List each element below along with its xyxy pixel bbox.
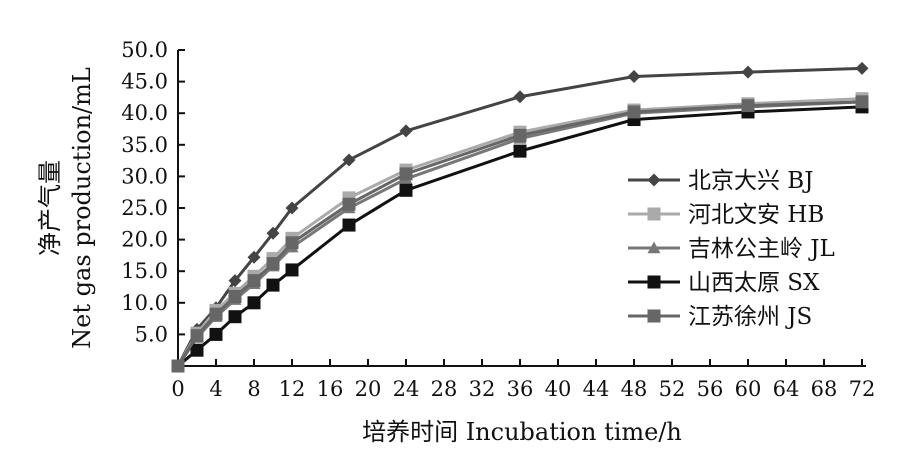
legend-label: 河北文安 HB bbox=[688, 202, 824, 228]
x-tick-label: 32 bbox=[469, 377, 496, 401]
data-point bbox=[171, 359, 185, 373]
data-point bbox=[285, 201, 299, 215]
data-point bbox=[513, 128, 527, 142]
x-tick-label: 64 bbox=[773, 377, 800, 401]
legend-item: 江苏徐州 JS bbox=[628, 304, 812, 330]
legend-item: 北京大兴 BJ bbox=[628, 168, 813, 194]
x-tick-label: 44 bbox=[583, 377, 610, 401]
legend-marker bbox=[647, 275, 661, 289]
x-ticks: 0 4 8 12 16 20 24 28 32 36 40 44 48 52 56 60 64 68 72 bbox=[171, 359, 875, 401]
y-tick-label: 45.0 bbox=[121, 70, 168, 94]
legend-marker bbox=[647, 207, 661, 221]
data-point bbox=[228, 274, 242, 288]
data-point bbox=[209, 327, 223, 341]
x-tick-label: 40 bbox=[545, 377, 572, 401]
data-point bbox=[855, 61, 869, 75]
series-layer bbox=[171, 61, 869, 373]
x-tick-label: 60 bbox=[735, 377, 762, 401]
series-4 bbox=[171, 95, 869, 373]
x-tick-label: 16 bbox=[317, 377, 344, 401]
x-tick-label: 4 bbox=[209, 377, 222, 401]
x-tick-label: 36 bbox=[507, 377, 534, 401]
x-tick-label: 20 bbox=[355, 377, 382, 401]
data-point bbox=[266, 257, 280, 271]
x-axis-title: 培养时间 Incubation time/h bbox=[362, 418, 682, 446]
y-axis-title: 净产气量 Net gas production/mL bbox=[36, 67, 96, 349]
data-point bbox=[342, 218, 356, 232]
x-tick-label: 0 bbox=[171, 377, 184, 401]
legend-label: 吉林公主岭 JL bbox=[688, 236, 835, 262]
data-point bbox=[627, 105, 641, 119]
y-axis-title-cn: 净产气量 bbox=[36, 160, 64, 256]
data-point bbox=[741, 65, 755, 79]
legend-label: 江苏徐州 JS bbox=[688, 304, 812, 330]
data-point bbox=[266, 226, 280, 240]
data-point bbox=[342, 153, 356, 167]
data-point bbox=[741, 99, 755, 113]
data-point bbox=[285, 236, 299, 250]
legend-marker bbox=[647, 241, 661, 254]
data-point bbox=[342, 197, 356, 211]
x-tick-label: 56 bbox=[697, 377, 724, 401]
legend-marker bbox=[647, 173, 661, 187]
data-point bbox=[190, 329, 204, 343]
data-point bbox=[627, 70, 641, 84]
legend-item: 河北文安 HB bbox=[628, 202, 824, 228]
x-tick-label: 72 bbox=[849, 377, 876, 401]
data-point bbox=[247, 296, 261, 310]
data-point bbox=[247, 250, 261, 264]
y-tick-label: 40.0 bbox=[121, 101, 168, 125]
y-tick-label: 10.0 bbox=[121, 291, 168, 315]
data-point bbox=[209, 307, 223, 321]
data-point bbox=[247, 274, 261, 288]
x-tick-label: 28 bbox=[431, 377, 458, 401]
legend-label: 山西太原 SX bbox=[688, 270, 820, 296]
x-tick-label: 12 bbox=[279, 377, 306, 401]
y-tick-label: 25.0 bbox=[121, 196, 168, 220]
data-point bbox=[399, 167, 413, 181]
y-axis-title-en: Net gas production/mL bbox=[68, 67, 96, 349]
legend-item: 吉林公主岭 JL bbox=[628, 236, 835, 262]
x-tick-label: 52 bbox=[659, 377, 686, 401]
data-point bbox=[513, 90, 527, 104]
data-point bbox=[190, 343, 204, 357]
legend-item: 山西太原 SX bbox=[628, 270, 820, 296]
data-point bbox=[228, 310, 242, 324]
y-tick-label: 15.0 bbox=[121, 259, 168, 283]
y-tick-label: 20.0 bbox=[121, 228, 168, 252]
y-tick-label: 5.0 bbox=[135, 322, 168, 346]
data-point bbox=[855, 95, 869, 109]
x-tick-label: 8 bbox=[247, 377, 260, 401]
data-point bbox=[228, 289, 242, 303]
legend: 北京大兴 BJ 河北文安 HB 吉林公主岭 JL 山西太原 SX 江苏徐州 JS bbox=[628, 168, 835, 330]
data-point bbox=[399, 124, 413, 138]
data-point bbox=[399, 183, 413, 197]
legend-label: 北京大兴 BJ bbox=[688, 168, 813, 194]
data-point bbox=[285, 263, 299, 277]
data-point bbox=[266, 278, 280, 292]
x-tick-label: 24 bbox=[393, 377, 420, 401]
y-tick-label: 30.0 bbox=[121, 164, 168, 188]
y-tick-label: 35.0 bbox=[121, 133, 168, 157]
y-tick-label: 50.0 bbox=[121, 38, 168, 62]
legend-marker bbox=[647, 309, 661, 323]
y-ticks: 5.0 10.0 15.0 20.0 25.0 30.0 35.0 40.0 45.0 50.0 bbox=[121, 38, 185, 346]
x-tick-label: 48 bbox=[621, 377, 648, 401]
data-point bbox=[513, 144, 527, 158]
x-tick-label: 68 bbox=[811, 377, 838, 401]
